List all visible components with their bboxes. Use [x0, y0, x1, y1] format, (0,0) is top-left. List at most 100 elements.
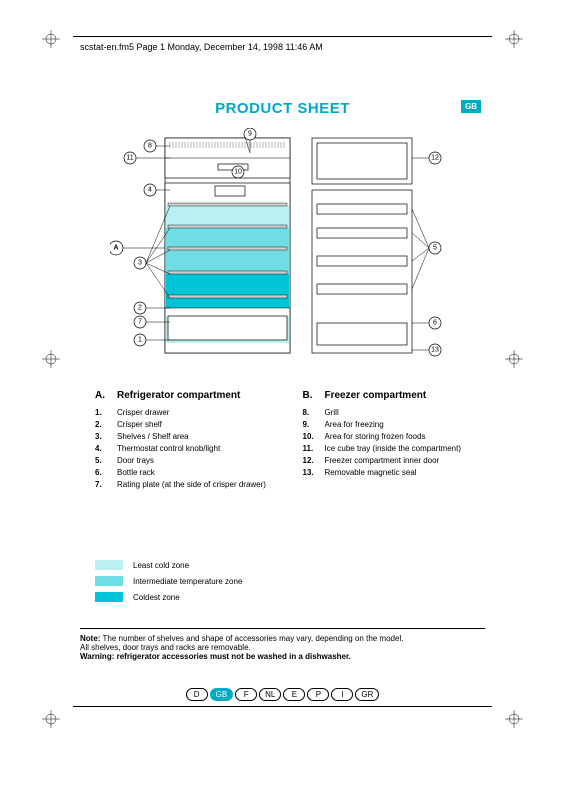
item-number: 11.	[303, 443, 325, 455]
zone-label: Intermediate temperature zone	[133, 577, 242, 586]
header-rule	[73, 36, 492, 37]
svg-text:12: 12	[431, 155, 439, 162]
item-number: 2.	[95, 419, 117, 431]
language-pill-p[interactable]: P	[307, 688, 329, 701]
item-text: Crisper drawer	[117, 407, 169, 419]
item-number: 12.	[303, 455, 325, 467]
svg-text:1: 1	[138, 337, 142, 344]
zone-label: Coldest zone	[133, 593, 180, 602]
item-text: Rating plate (at the side of crisper dra…	[117, 479, 266, 491]
svg-text:8: 8	[148, 143, 152, 150]
list-item: 13.Removable magnetic seal	[303, 467, 486, 479]
item-text: Grill	[325, 407, 339, 419]
svg-text:4: 4	[148, 187, 152, 194]
item-text: Thermostat control knob/light	[117, 443, 220, 455]
section-a-letter: A.	[95, 390, 117, 401]
svg-text:10: 10	[234, 169, 242, 176]
item-text: Shelves / Shelf area	[117, 431, 189, 443]
language-pill-gb[interactable]: GB	[210, 688, 234, 701]
language-pill-nl[interactable]: NL	[259, 688, 281, 701]
item-number: 10.	[303, 431, 325, 443]
list-item: 1.Crisper drawer	[95, 407, 278, 419]
note-block: Note: The number of shelves and shape of…	[80, 628, 485, 661]
list-item: 6.Bottle rack	[95, 467, 278, 479]
footer-rule	[73, 706, 492, 707]
svg-text:5: 5	[433, 245, 437, 252]
list-item: 8.Grill	[303, 407, 486, 419]
list-item: 7.Rating plate (at the side of crisper d…	[95, 479, 278, 491]
item-text: Crisper shelf	[117, 419, 162, 431]
zone-swatch-icon	[95, 592, 123, 602]
legend-columns: A.Refrigerator compartment 1.Crisper dra…	[95, 390, 485, 491]
item-number: 6.	[95, 467, 117, 479]
svg-text:2: 2	[138, 305, 142, 312]
item-text: Door trays	[117, 455, 154, 467]
svg-text:13: 13	[431, 347, 439, 354]
language-row: DGBFNLEPIGR	[0, 684, 565, 702]
header-text: scstat-en.fm5 Page 1 Monday, December 14…	[80, 42, 323, 52]
section-b-letter: B.	[303, 390, 325, 401]
item-number: 5.	[95, 455, 117, 467]
list-item: 12.Freezer compartment inner door	[303, 455, 486, 467]
language-pill-e[interactable]: E	[283, 688, 305, 701]
svg-text:6: 6	[433, 320, 437, 327]
item-number: 1.	[95, 407, 117, 419]
item-number: 3.	[95, 431, 117, 443]
item-text: Area for storing frozen foods	[325, 431, 426, 443]
svg-text:3: 3	[138, 260, 142, 267]
zone-swatch-icon	[95, 560, 123, 570]
section-b-title: Freezer compartment	[325, 390, 427, 401]
item-text: Freezer compartment inner door	[325, 455, 440, 467]
language-pill-d[interactable]: D	[186, 688, 208, 701]
crop-mark-icon	[505, 30, 523, 48]
item-number: 4.	[95, 443, 117, 455]
item-text: Removable magnetic seal	[325, 467, 417, 479]
section-b-list: 8.Grill9.Area for freezing10.Area for st…	[303, 407, 486, 479]
crop-mark-icon	[42, 350, 60, 368]
section-a-title: Refrigerator compartment	[117, 390, 240, 401]
note-lead: Note:	[80, 634, 100, 643]
crop-mark-icon	[505, 710, 523, 728]
svg-text:11: 11	[126, 155, 133, 162]
note-warning: Warning: refrigerator accessories must n…	[80, 652, 351, 661]
note-line1: The number of shelves and shape of acces…	[100, 634, 403, 643]
language-pill-f[interactable]: F	[235, 688, 257, 701]
section-a: A.Refrigerator compartment 1.Crisper dra…	[95, 390, 278, 491]
item-number: 13.	[303, 467, 325, 479]
page: scstat-en.fm5 Page 1 Monday, December 14…	[0, 0, 565, 800]
svg-text:9: 9	[248, 131, 252, 138]
svg-text:A: A	[113, 245, 118, 252]
zone-row: Coldest zone	[95, 592, 242, 602]
item-text: Area for freezing	[325, 419, 384, 431]
language-pill-i[interactable]: I	[331, 688, 353, 701]
note-line2: All shelves, door trays and racks are re…	[80, 643, 251, 652]
section-a-list: 1.Crisper drawer2.Crisper shelf3.Shelves…	[95, 407, 278, 491]
zone-label: Least cold zone	[133, 561, 189, 570]
item-number: 7.	[95, 479, 117, 491]
crop-mark-icon	[505, 350, 523, 368]
item-text: Ice cube tray (inside the compartment)	[325, 443, 462, 455]
list-item: 5.Door trays	[95, 455, 278, 467]
section-a-heading: A.Refrigerator compartment	[95, 390, 278, 401]
temperature-zones-legend: Least cold zone Intermediate temperature …	[95, 560, 242, 608]
crop-mark-icon	[42, 710, 60, 728]
zone-row: Least cold zone	[95, 560, 242, 570]
list-item: 3.Shelves / Shelf area	[95, 431, 278, 443]
zone-row: Intermediate temperature zone	[95, 576, 242, 586]
list-item: 2.Crisper shelf	[95, 419, 278, 431]
list-item: 11.Ice cube tray (inside the compartment…	[303, 443, 486, 455]
item-number: 8.	[303, 407, 325, 419]
section-b: B.Freezer compartment 8.Grill9.Area for …	[303, 390, 486, 491]
language-badge: GB	[461, 100, 481, 113]
list-item: 10.Area for storing frozen foods	[303, 431, 486, 443]
section-b-heading: B.Freezer compartment	[303, 390, 486, 401]
list-item: 4.Thermostat control knob/light	[95, 443, 278, 455]
svg-text:7: 7	[138, 319, 142, 326]
item-text: Bottle rack	[117, 467, 155, 479]
zone-swatch-icon	[95, 576, 123, 586]
list-item: 9.Area for freezing	[303, 419, 486, 431]
product-diagram: 8 9 10 11 12 4 A 3 2 7 1 5 6 13	[110, 128, 455, 368]
item-number: 9.	[303, 419, 325, 431]
language-pill-gr[interactable]: GR	[355, 688, 379, 701]
crop-mark-icon	[42, 30, 60, 48]
